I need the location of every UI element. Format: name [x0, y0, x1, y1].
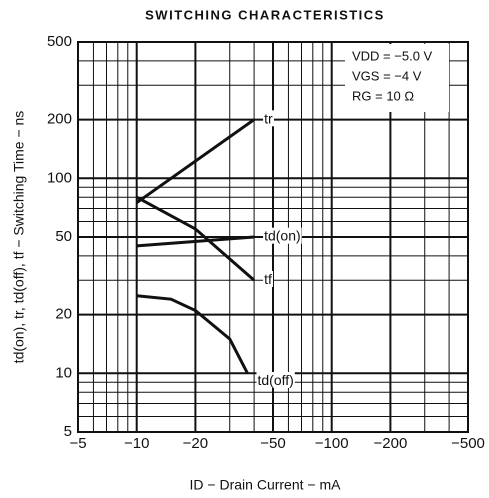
plot-frame [77, 41, 469, 433]
label-bg [263, 110, 274, 127]
series-label: tf [264, 271, 272, 287]
annotation: VGS = −4 V [352, 68, 422, 83]
x-tick-label: −100 [315, 435, 349, 452]
label-bg [263, 227, 302, 244]
x-axis-label: ID − Drain Current − mA [190, 477, 342, 493]
series-line [136, 294, 249, 374]
annotation: RG = 10 Ω [352, 88, 414, 103]
y-tick-label: 50 [55, 228, 72, 245]
legend-box [345, 44, 449, 112]
y-tick-label: 5 [64, 423, 72, 440]
x-tick-label: −200 [374, 435, 408, 452]
y-tick-label: 500 [47, 33, 72, 50]
x-tick-label: −500 [451, 435, 485, 452]
series-label: td(off) [258, 372, 294, 388]
x-tick-label: −10 [124, 435, 149, 452]
y-tick-label: 10 [55, 364, 72, 381]
x-tick-label: −50 [260, 435, 285, 452]
annotation: VDD = −5.0 V [352, 48, 433, 63]
label-bg [263, 270, 273, 287]
x-tick-label: −5 [69, 435, 86, 452]
label-bg [256, 372, 295, 389]
y-tick-label: 200 [47, 111, 72, 128]
y-tick-label: 100 [47, 169, 72, 186]
x-tick-label: −20 [183, 435, 208, 452]
series-label: tr [264, 110, 273, 126]
chart-title: SWITCHING CHARACTERISTICS [145, 7, 385, 22]
series-line [136, 235, 255, 248]
y-axis-label: td(on), tr, td(off), tf − Switching Time… [11, 111, 27, 364]
y-tick-label: 20 [55, 306, 72, 323]
series-line [135, 195, 256, 282]
series-label: td(on) [264, 228, 301, 244]
series-line [135, 118, 255, 204]
